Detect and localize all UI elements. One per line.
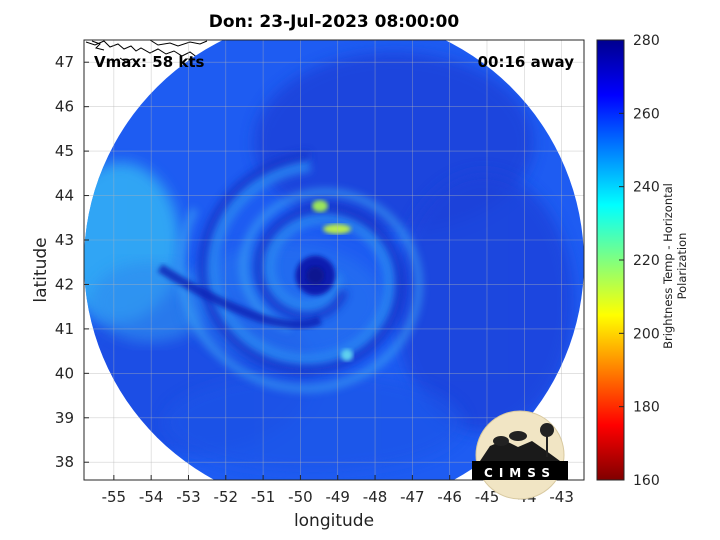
x-tick-label: -53 bbox=[176, 488, 201, 506]
colorbar-tick-label: 240 bbox=[633, 180, 660, 196]
colorbar-tick-label: 160 bbox=[633, 473, 660, 489]
x-tick-label: -48 bbox=[363, 488, 388, 506]
x-tick-label: -49 bbox=[325, 488, 350, 506]
dish-icon bbox=[509, 431, 527, 441]
y-tick-label: 39 bbox=[55, 409, 74, 427]
y-axis: 38 39 40 41 42 43 44 45 46 47 bbox=[55, 53, 89, 471]
brightness-temp-swath bbox=[84, 40, 584, 480]
y-axis-label: latitude bbox=[31, 237, 51, 303]
colorbar-tick-label: 220 bbox=[633, 253, 660, 269]
x-tick-label: -45 bbox=[475, 488, 500, 506]
x-tick-label: -55 bbox=[102, 488, 127, 506]
x-tick-label: -50 bbox=[288, 488, 313, 506]
cold-band bbox=[157, 264, 323, 329]
coastline bbox=[85, 40, 208, 63]
y-tick-label: 47 bbox=[55, 53, 74, 71]
colorbar-label: Brightness Temp - Horizontal Polarizatio… bbox=[661, 183, 689, 349]
y-tick-label: 38 bbox=[55, 453, 74, 471]
vmax-annotation: Vmax: 58 kts bbox=[94, 53, 205, 71]
y-tick-label: 41 bbox=[55, 320, 74, 338]
y-tick-label: 42 bbox=[55, 275, 74, 293]
x-axis-label: longitude bbox=[293, 511, 375, 531]
cimss-logo: CIMSS bbox=[472, 410, 568, 500]
swath-region bbox=[164, 372, 464, 473]
x-tick-label: -54 bbox=[139, 488, 164, 506]
y-tick-label: 44 bbox=[55, 187, 74, 205]
storm-eye bbox=[306, 266, 325, 285]
y-tick-label: 40 bbox=[55, 364, 74, 382]
y-tick-label: 46 bbox=[55, 98, 74, 116]
y-tick-label: 45 bbox=[55, 142, 74, 160]
x-tick-label: -52 bbox=[214, 488, 239, 506]
colorbar-tick-label: 260 bbox=[633, 106, 660, 122]
colorbar-tick-label: 200 bbox=[633, 326, 660, 342]
x-tick-label: -43 bbox=[549, 488, 574, 506]
warm-patch bbox=[341, 349, 353, 361]
warm-patch bbox=[312, 200, 328, 212]
colorbar-ticks: 160 180 200 220 240 260 280 bbox=[619, 33, 660, 489]
x-tick-label: -51 bbox=[251, 488, 276, 506]
logo-text: CIMSS bbox=[484, 466, 556, 480]
logo-banner bbox=[472, 461, 568, 480]
x-tick-label: -47 bbox=[400, 488, 425, 506]
dish-icon bbox=[493, 436, 509, 446]
axes-box bbox=[83, 39, 585, 481]
warm-patch bbox=[323, 224, 351, 234]
tower-icon bbox=[540, 423, 554, 437]
colorbar-tick-label: 180 bbox=[633, 400, 660, 416]
time-away-annotation: 00:16 away bbox=[477, 53, 574, 71]
x-axis: -55-54-53-52-51-50-49-48-47-46-45-44-43 bbox=[102, 475, 574, 506]
tower-icon bbox=[546, 433, 548, 457]
chart-title: Don: 23-Jul-2023 08:00:00 bbox=[208, 12, 460, 32]
spiral-band bbox=[176, 188, 423, 393]
colorbar-tick-label: 280 bbox=[633, 33, 660, 49]
x-tick-label: -46 bbox=[437, 488, 462, 506]
swath-region bbox=[394, 172, 574, 433]
y-tick-label: 43 bbox=[55, 231, 74, 249]
